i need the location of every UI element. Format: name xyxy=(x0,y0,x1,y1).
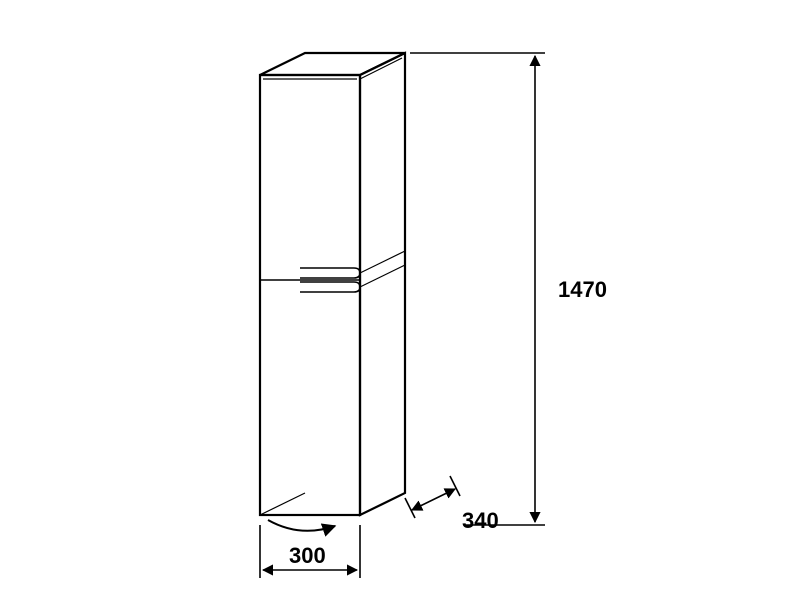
dim-width-label: 300 xyxy=(289,543,326,568)
handle-side-edge-2 xyxy=(360,265,405,287)
upper-door-handle xyxy=(300,268,360,278)
dimension-height xyxy=(410,53,545,525)
dim-depth-line xyxy=(412,489,455,510)
cabinet-handle-group xyxy=(260,251,405,292)
dim-depth-label: 340 xyxy=(462,508,499,533)
dim-depth-ext-far xyxy=(450,476,460,496)
cabinet-technical-drawing: 1470 300 340 xyxy=(0,0,800,600)
cabinet-top-side-inner-edge xyxy=(360,58,402,79)
door-swing-arrow xyxy=(268,520,335,531)
cabinet-bottom-back-edge xyxy=(260,493,305,515)
dim-depth-ext-near xyxy=(405,498,415,518)
dim-height-label: 1470 xyxy=(558,277,607,302)
lower-door-handle xyxy=(300,282,360,292)
cabinet-outline xyxy=(260,53,405,531)
cabinet-front-face xyxy=(260,75,360,515)
handle-side-edge-1 xyxy=(360,251,405,273)
dimension-depth xyxy=(405,476,460,518)
